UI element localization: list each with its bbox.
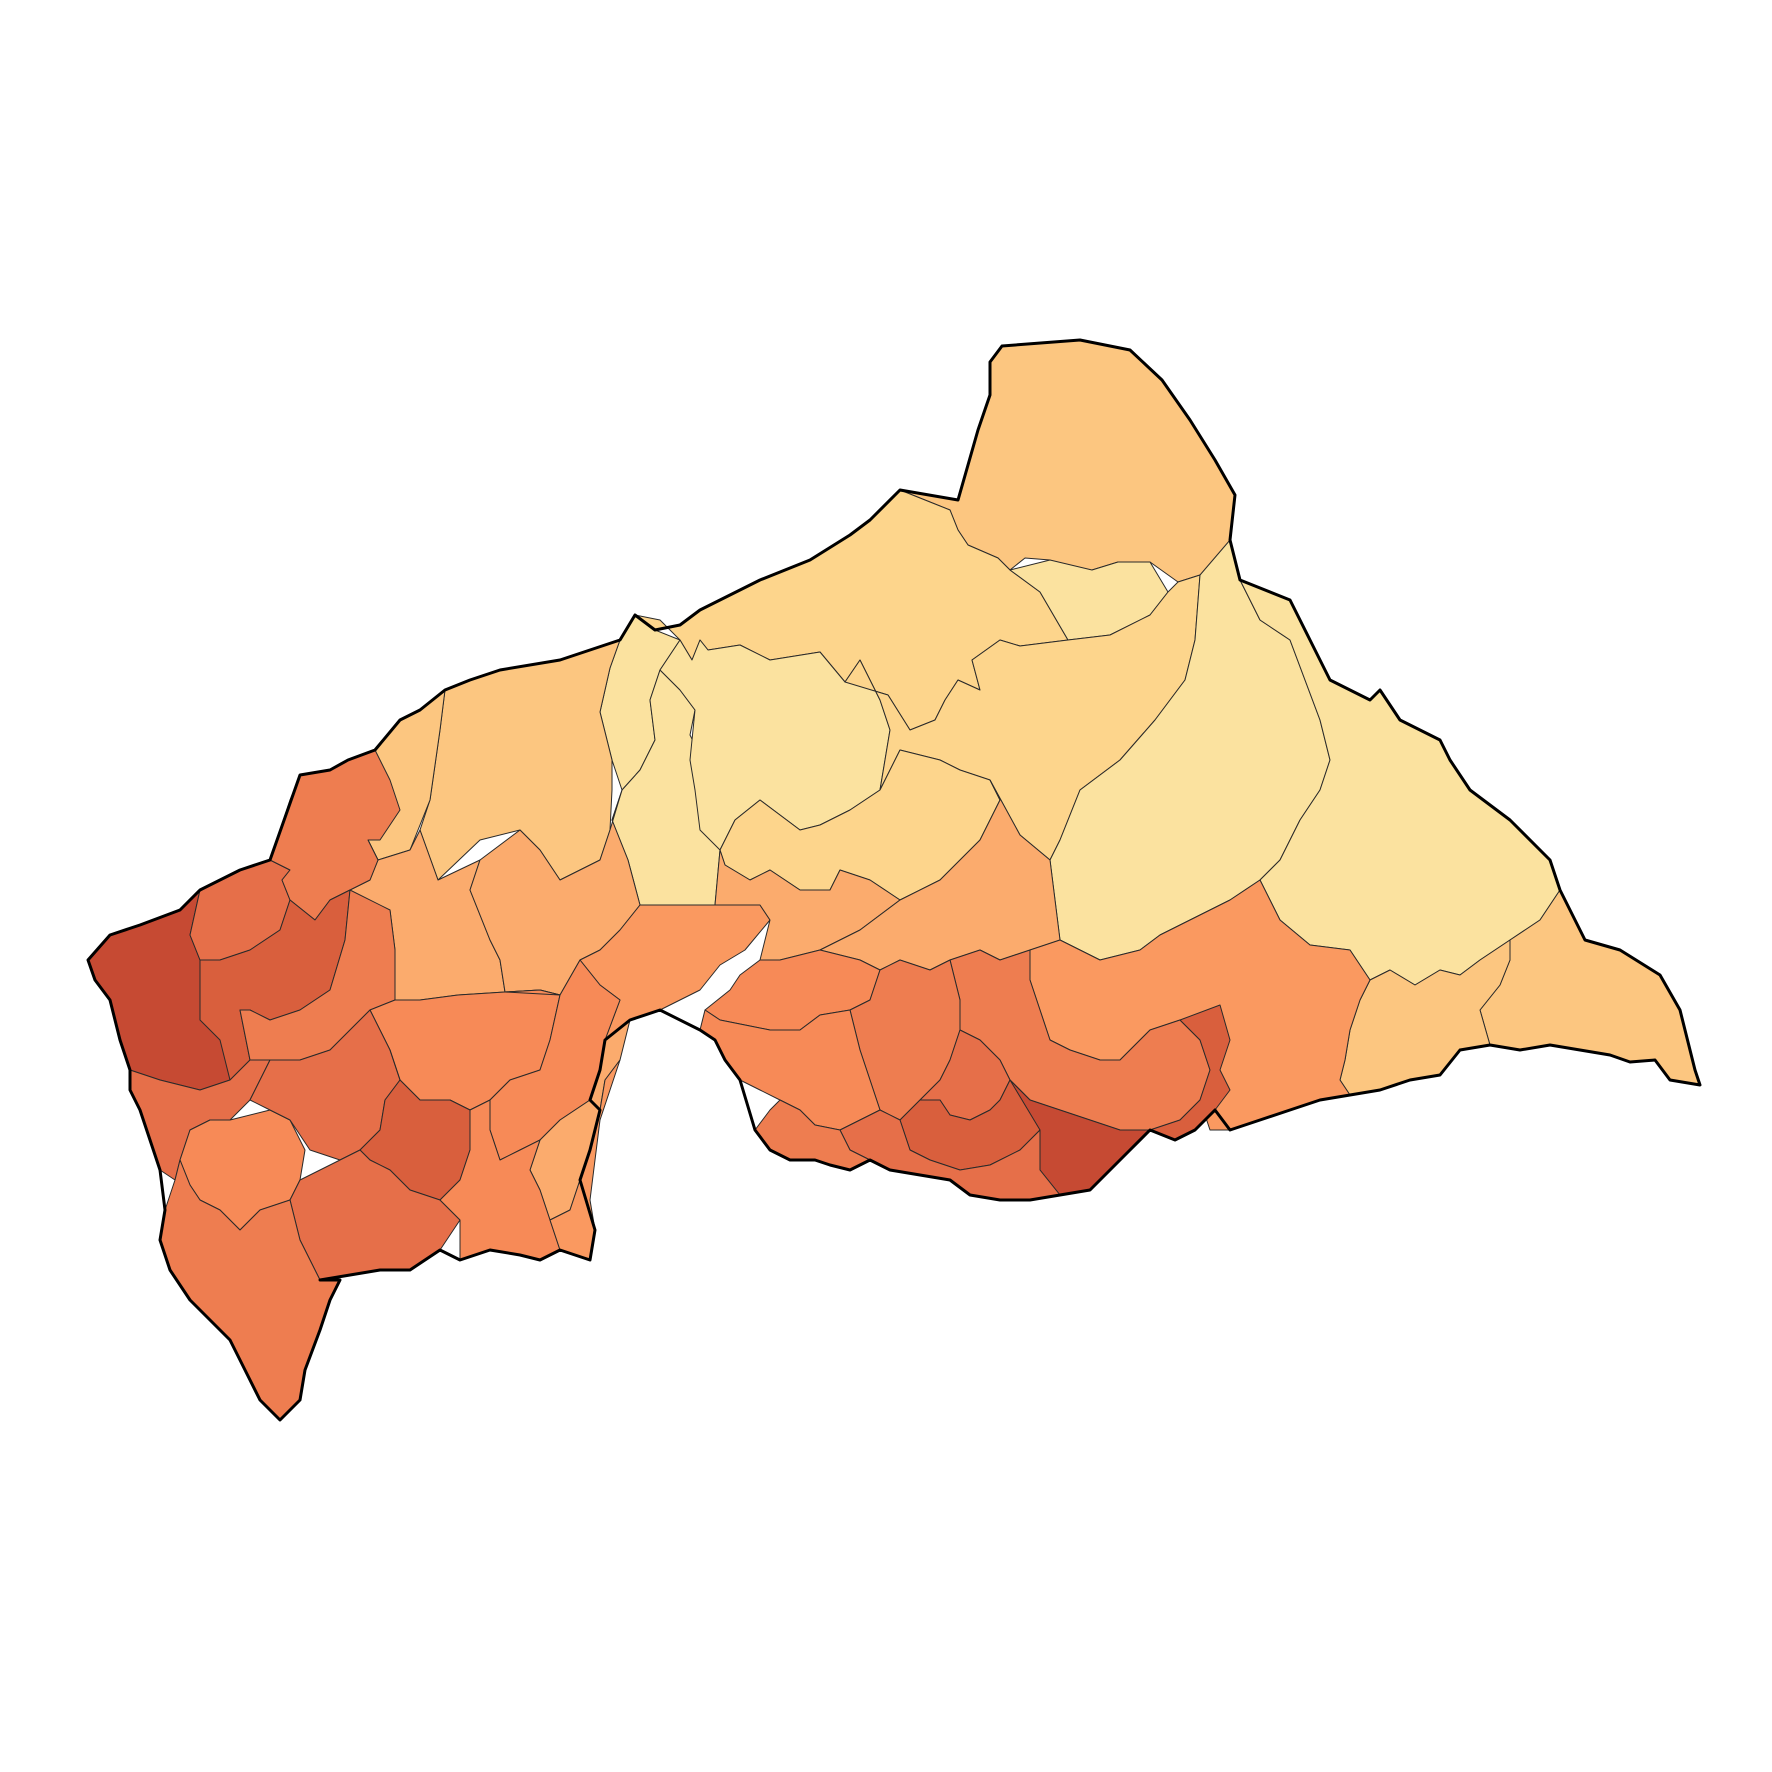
region-center-3[interactable] — [714, 849, 901, 961]
country-border — [86, 338, 1702, 1422]
region-layer — [87, 339, 1701, 1421]
